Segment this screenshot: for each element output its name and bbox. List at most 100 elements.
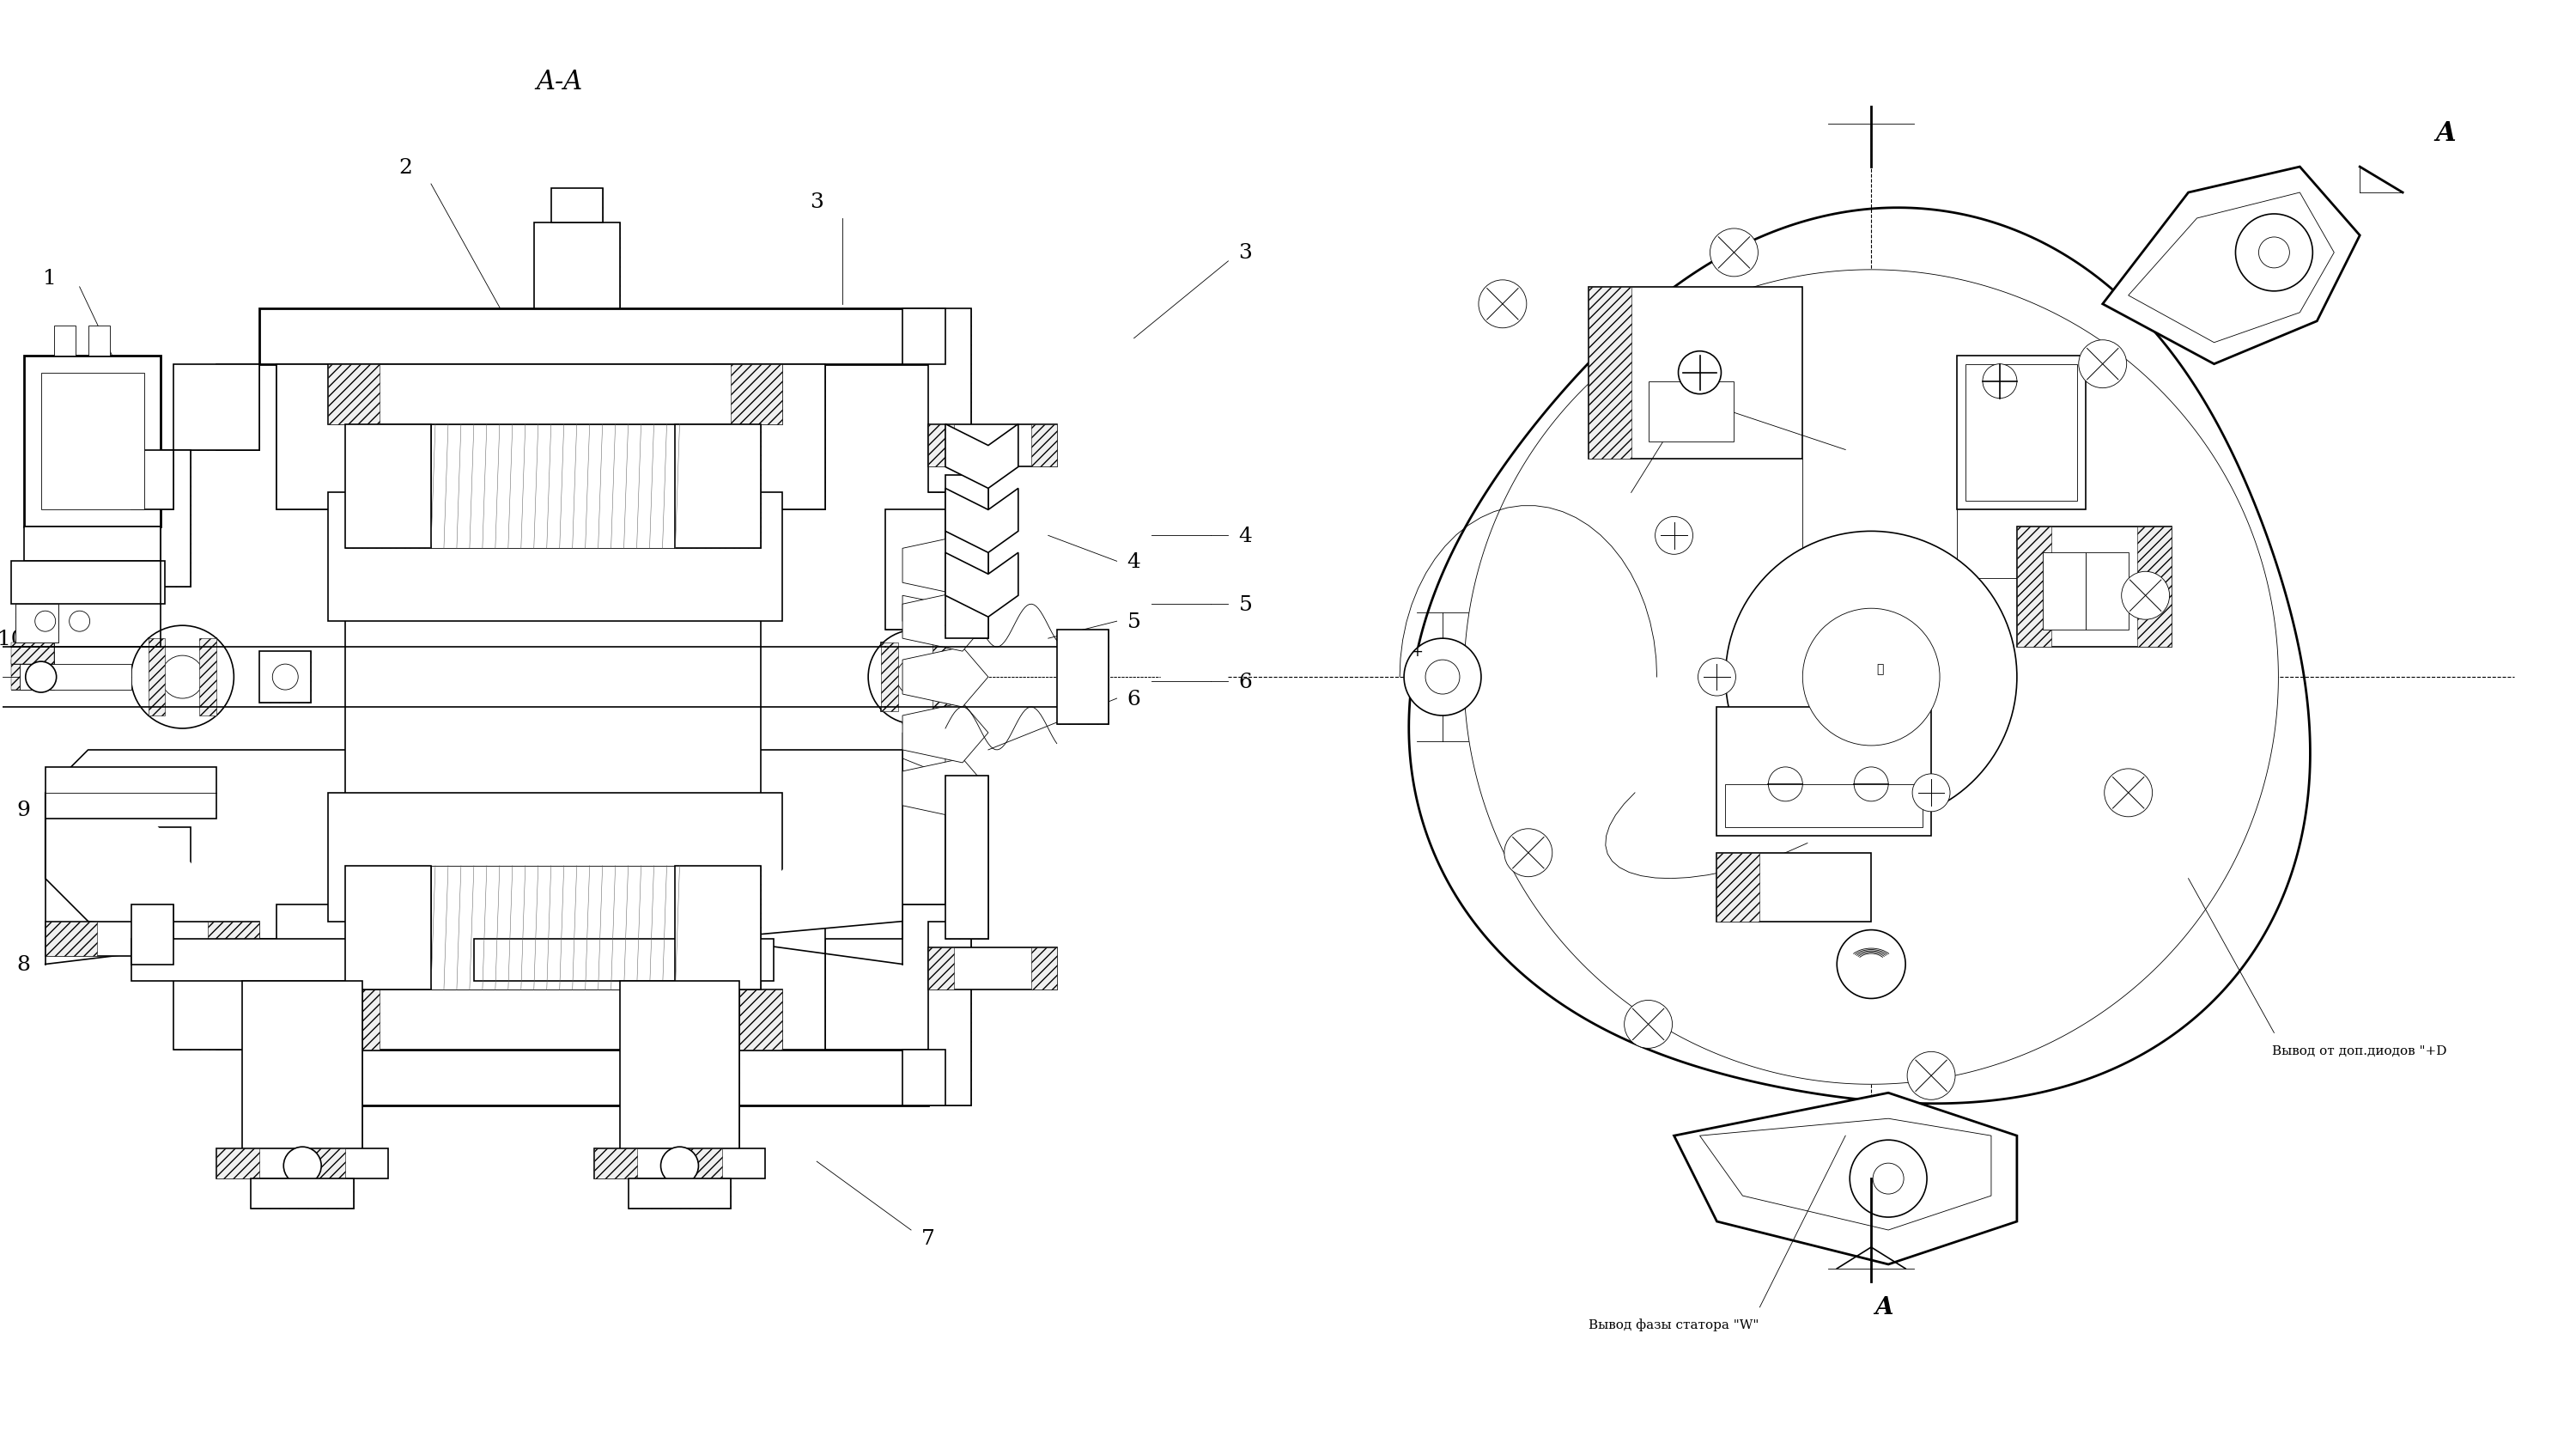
Bar [675,867,760,990]
Circle shape [1710,228,1757,277]
Bar [345,867,430,990]
Circle shape [1855,767,1888,802]
Polygon shape [902,631,945,673]
Circle shape [868,631,963,724]
Polygon shape [902,733,945,776]
Text: 5: 5 [1239,595,1252,615]
Bar [3,648,886,707]
Text: 3: 3 [809,193,824,211]
Polygon shape [714,750,902,938]
Bar [595,1148,636,1178]
Text: A-A: A-A [536,69,582,95]
Circle shape [1984,365,2017,399]
Bar [2138,527,2172,648]
Bar [2017,527,2050,648]
Bar [1649,382,1734,441]
Circle shape [1656,517,1692,555]
Bar [1589,287,1803,458]
Circle shape [1726,532,2017,823]
Bar [131,450,191,588]
Bar [1716,854,1759,921]
Bar [46,921,260,956]
Bar [88,664,902,921]
Bar [327,990,379,1050]
Bar [41,374,144,510]
Bar [327,493,783,622]
Circle shape [1906,1052,1955,1099]
Bar [216,964,260,1050]
Bar [216,964,260,1050]
Bar [714,365,824,510]
Text: 8: 8 [18,954,31,974]
Bar [933,644,951,711]
Bar [198,639,216,716]
Bar [629,1178,732,1209]
Circle shape [1698,658,1736,696]
Bar [242,981,363,1152]
Bar [260,309,927,365]
Bar [327,793,783,921]
Bar [945,776,989,938]
Bar [927,424,953,467]
Bar [1589,287,1631,458]
Circle shape [1850,1140,1927,1217]
Bar [2017,527,2172,648]
Bar [533,223,621,309]
Bar [276,365,389,510]
Bar [430,867,675,990]
Bar [250,1178,353,1209]
Bar [945,776,989,938]
Circle shape [1873,1164,1904,1194]
Text: 9: 9 [18,800,31,821]
Text: 6: 6 [1128,688,1141,708]
Bar [902,309,945,365]
Bar [714,365,824,510]
Bar [881,644,899,711]
Text: ⓔ: ⓔ [1875,662,1883,675]
Bar [927,947,1056,990]
Bar [131,450,173,510]
Bar [430,424,675,549]
Circle shape [1425,660,1461,694]
Bar [131,450,173,510]
Bar [173,365,260,450]
Bar [131,938,430,981]
Bar [260,309,927,365]
Polygon shape [46,750,260,938]
Bar [621,981,739,1152]
Polygon shape [902,648,989,707]
Bar [680,1148,721,1178]
Bar [551,188,603,223]
Text: 3: 3 [1239,243,1252,263]
Bar [10,644,54,664]
Circle shape [1911,775,1950,812]
Bar [621,981,739,1152]
Circle shape [160,655,204,698]
Bar [732,365,783,424]
Circle shape [2259,237,2290,269]
Bar [21,664,131,690]
Bar [927,309,971,493]
Bar [10,644,54,664]
Bar [1958,356,2087,510]
Circle shape [1404,639,1481,716]
Polygon shape [902,596,945,639]
Polygon shape [945,424,1018,489]
Circle shape [36,611,57,632]
Circle shape [131,627,234,729]
Bar [131,828,191,964]
Bar [276,365,824,510]
Text: 7: 7 [922,1229,935,1249]
Text: A: A [1875,1296,1893,1319]
Circle shape [2236,214,2313,292]
Polygon shape [1674,1094,2017,1265]
Bar [216,1148,260,1178]
Bar [276,904,824,1050]
Bar [173,365,260,450]
Polygon shape [902,703,989,763]
Text: +: + [1412,644,1422,660]
Text: Вывод фазы статора "W": Вывод фазы статора "W" [1589,1318,1759,1331]
Bar [10,660,54,690]
Bar [173,964,260,1050]
Bar [902,309,945,365]
